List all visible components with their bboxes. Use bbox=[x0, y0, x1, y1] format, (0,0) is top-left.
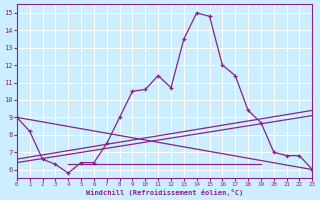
X-axis label: Windchill (Refroidissement éolien,°C): Windchill (Refroidissement éolien,°C) bbox=[86, 189, 243, 196]
